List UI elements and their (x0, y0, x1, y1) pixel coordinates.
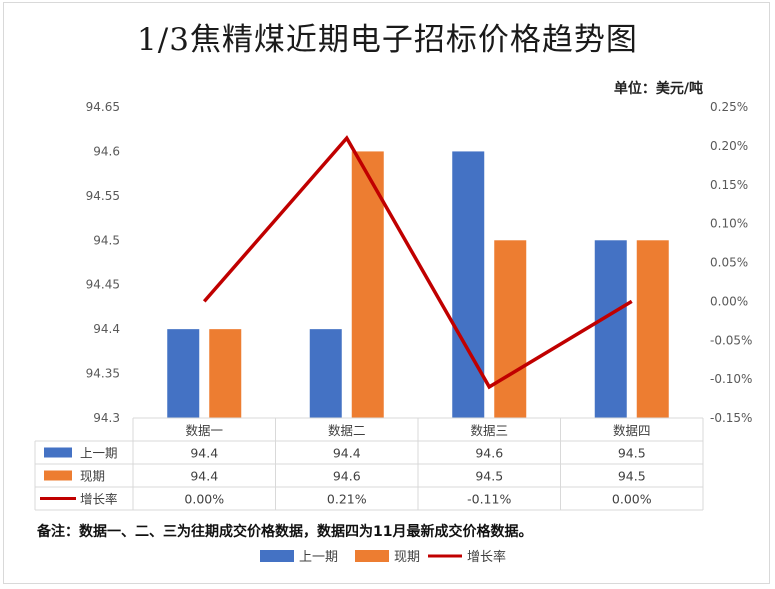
right-axis-tick-label: 0.15% (710, 178, 748, 192)
left-axis-tick-label: 94.45 (86, 278, 120, 292)
bar-previous (452, 151, 485, 418)
table-cell-value: -0.11% (467, 492, 511, 507)
table-series-name: 现期 (80, 469, 105, 484)
growth-rate-line (202, 135, 633, 390)
table-cell-value: 0.00% (184, 492, 224, 507)
left-axis-tick-label: 94.4 (93, 322, 120, 336)
left-axis-tick-label: 94.65 (86, 100, 120, 114)
bar-current (209, 329, 242, 418)
table-cell-value: 0.00% (612, 492, 652, 507)
table-legend-key (44, 470, 72, 481)
legend-label: 上一期 (299, 550, 338, 565)
table-cell-value: 94.4 (333, 446, 361, 461)
table-cell-value: 94.5 (618, 446, 646, 461)
right-axis-tick-label: 0.00% (710, 294, 748, 308)
legend-label: 增长率 (467, 549, 506, 565)
table-cell-value: 94.4 (190, 446, 218, 461)
category-label: 数据三 (470, 423, 508, 438)
unit-label: 单位：美元/吨 (613, 81, 703, 97)
table-legend-key (44, 447, 72, 458)
left-axis-tick-label: 94.55 (86, 189, 120, 203)
bar-previous (309, 329, 342, 418)
table-cell-value: 94.5 (475, 469, 503, 484)
bar-current (494, 240, 527, 418)
left-axis-tick-label: 94.3 (93, 411, 120, 425)
chart-frame (3, 2, 770, 584)
bar-previous (167, 329, 200, 418)
right-axis-tick-label: -0.15% (710, 411, 752, 425)
category-label: 数据一 (185, 423, 223, 438)
category-label: 数据四 (613, 423, 651, 438)
footnote: 备注：数据一、二、三为往期成交价格数据，数据四为11月最新成交价格数据。 (37, 524, 533, 540)
table-cell-value: 0.21% (327, 492, 367, 507)
bar-current (636, 240, 669, 418)
right-axis-tick-label: -0.10% (710, 372, 752, 386)
table-cell-value: 94.6 (475, 446, 503, 461)
chart-title: 1/3焦精煤近期电子招标价格趋势图 (137, 22, 638, 58)
table-series-name: 增长率 (80, 492, 118, 507)
right-axis-tick-label: 0.20% (710, 139, 748, 153)
table-series-name: 上一期 (80, 446, 118, 461)
table-cell-value: 94.5 (618, 469, 646, 484)
left-axis-tick-label: 94.35 (86, 367, 120, 381)
table-cell-value: 94.6 (333, 469, 361, 484)
right-axis-tick-label: 0.05% (710, 256, 748, 270)
table-cell-value: 94.4 (190, 469, 218, 484)
legend-key (260, 550, 294, 562)
right-axis-tick-label: -0.05% (710, 333, 752, 347)
legend-label: 现期 (394, 550, 420, 565)
category-label: 数据二 (328, 423, 366, 438)
left-axis-tick-label: 94.6 (93, 144, 120, 158)
right-axis-tick-label: 0.25% (710, 100, 748, 114)
left-axis-tick-label: 94.5 (93, 233, 120, 247)
right-axis-tick-label: 0.10% (710, 217, 748, 231)
legend-key (355, 550, 389, 562)
bar-previous (594, 240, 627, 418)
